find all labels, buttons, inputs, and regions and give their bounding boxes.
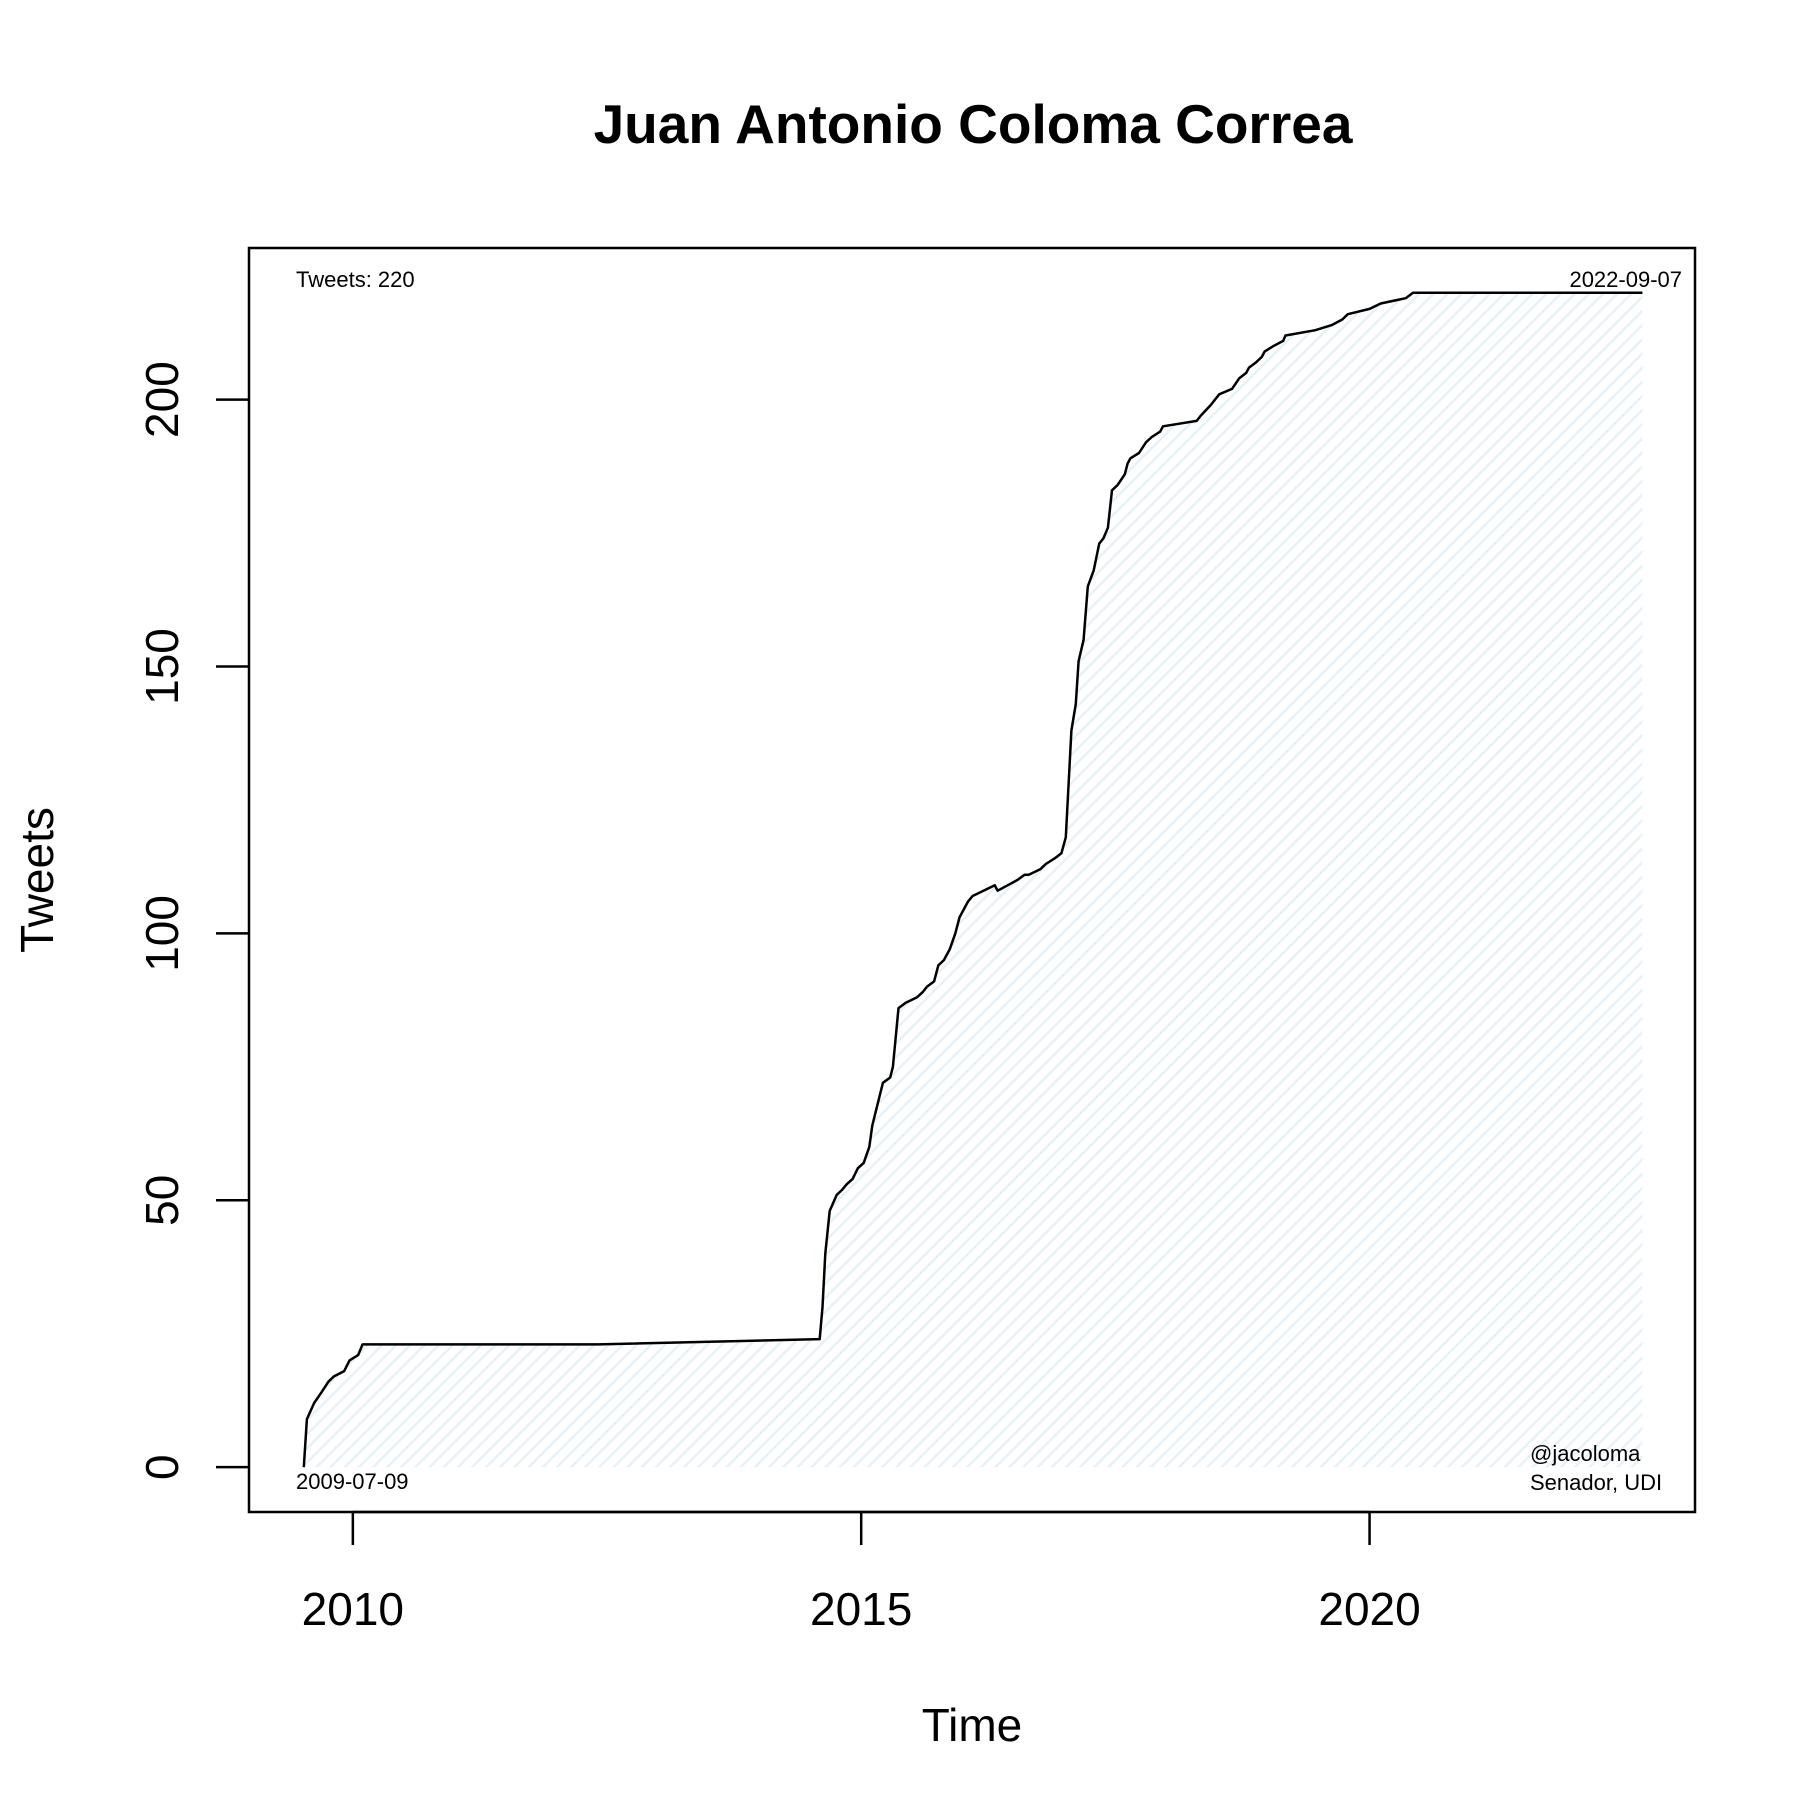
y-tick-label: 150 [136,628,188,705]
x-tick-label: 2010 [302,1583,404,1635]
tweets-count-annotation: Tweets: 220 [296,267,415,292]
series-line [302,291,1643,1468]
x-tick-label: 2015 [810,1583,912,1635]
x-axis-label: Time [922,1699,1023,1751]
area-fill [303,292,1643,1468]
x-axis: 2010 2015 2020 [302,1510,1421,1635]
y-tick-label: 0 [136,1454,188,1480]
start-date-annotation: 2009-07-09 [296,1469,409,1494]
y-tick-label: 50 [136,1175,188,1226]
chart-title: Juan Antonio Coloma Correa [594,93,1353,155]
handle-annotation: @jacoloma [1530,1441,1641,1466]
x-tick-label: 2020 [1318,1583,1420,1635]
party-annotation: Senador, UDI [1530,1470,1662,1495]
y-axis-label: Tweets [11,807,63,953]
y-axis: 0 50 100 150 200 [136,361,249,1480]
y-tick-label: 100 [136,895,188,972]
end-date-annotation: 2022-09-07 [1569,267,1682,292]
y-tick-label: 200 [136,361,188,438]
